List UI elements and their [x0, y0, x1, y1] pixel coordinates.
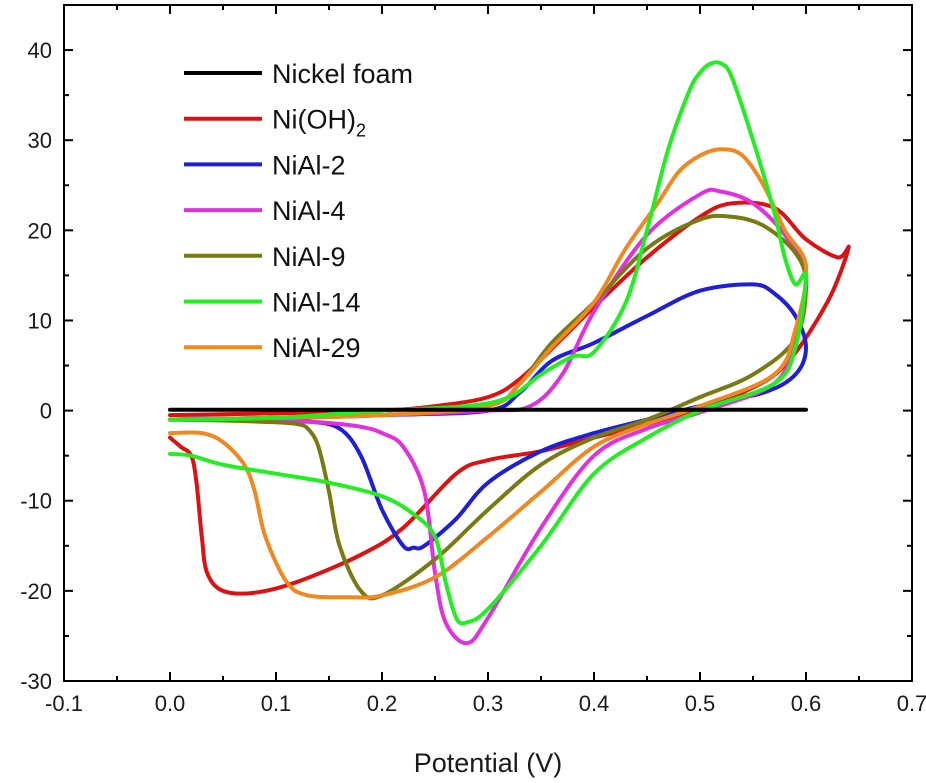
legend-label-nial-9: NiAl-9 [272, 242, 346, 272]
legend-label-nial-2: NiAl-2 [272, 150, 346, 180]
x-tick-label: 0.6 [791, 691, 822, 716]
x-tick-label: 0.5 [685, 691, 716, 716]
series-line-nial-4 [168, 187, 809, 646]
axis-ticks: -0.1 0.0 0.1 0.2 0.3 0.4 0.5 0.6 0.7 -30 -20 -10 0 10… [20, 5, 926, 716]
x-tick-label: -0.1 [45, 691, 83, 716]
plot-frame [63, 4, 913, 682]
y-tick-label: -20 [20, 579, 52, 604]
legend-label-text: NiAl-2 [272, 150, 346, 180]
legend-label-nial-14: NiAl-14 [272, 288, 361, 318]
x-tick-label: 0.0 [155, 691, 186, 716]
legend-label-nial-4: NiAl-4 [272, 196, 346, 226]
legend-label-text: NiAl-9 [272, 242, 346, 272]
y-tick-label: 30 [28, 128, 52, 153]
legend-label-text: NiAl-29 [272, 333, 361, 363]
legend-label-text: NiAl-4 [272, 196, 346, 226]
series-lines [168, 60, 851, 646]
x-tick-label: 0.2 [367, 691, 398, 716]
legend-label-nickel-foam: Nickel foam [272, 59, 413, 89]
x-axis-title: Potential (V) [414, 748, 563, 778]
legend-label-nial-29: NiAl-29 [272, 333, 361, 363]
x-tick-label: 0.1 [261, 691, 292, 716]
y-tick-label: 0 [40, 399, 52, 424]
x-tick-label: 0.4 [579, 691, 610, 716]
x-tick-label: 0.7 [897, 691, 926, 716]
y-tick-label: 20 [28, 218, 52, 243]
legend: Nickel foam Ni(OH)2 NiAl-2 NiAl-4 NiAl-9 NiAl… [184, 59, 413, 363]
y-tick-label: -30 [20, 669, 52, 694]
series-line-nial-14 [168, 60, 808, 626]
legend-label-text: NiAl-14 [272, 288, 361, 318]
legend-label-text: Ni(OH) [272, 105, 356, 135]
legend-label-text: Nickel foam [272, 59, 413, 89]
y-tick-label: 10 [28, 308, 52, 333]
x-tick-label: 0.3 [473, 691, 504, 716]
legend-label-subscript: 2 [356, 121, 366, 141]
legend-label-ni-oh-2: Ni(OH)2 [272, 105, 366, 141]
y-tick-label: -10 [20, 489, 52, 514]
y-tick-label: 40 [28, 38, 52, 63]
series-line-nial-29 [168, 147, 809, 600]
